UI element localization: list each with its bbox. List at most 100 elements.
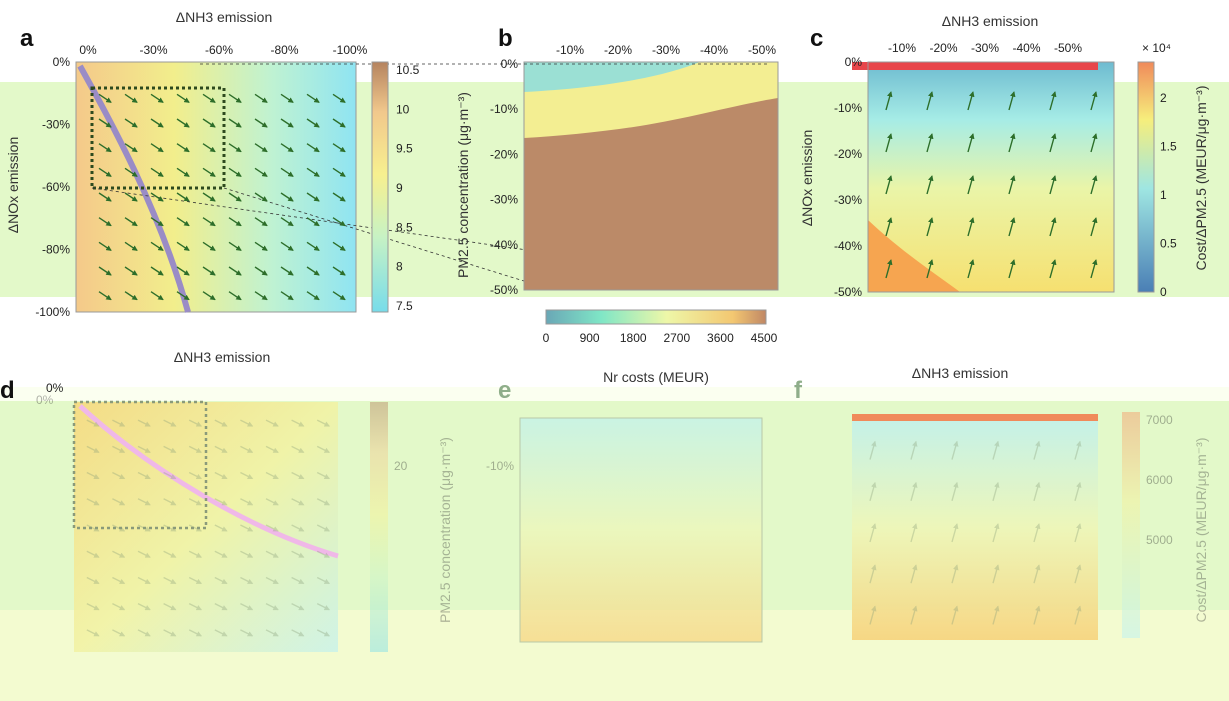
arrowsF-arrow-0	[869, 440, 877, 460]
panel-label-c: c	[810, 25, 823, 52]
arrowsD-arrow-31	[112, 498, 126, 506]
arrowsF-arrow-6	[869, 481, 877, 501]
panel-b-colorbar-ticks: 0 900 1800 2700 3600 4500	[543, 331, 778, 345]
arrowsC-arrow-6	[885, 133, 893, 153]
arrowsF-arrow-20	[951, 564, 959, 584]
arrowsA-arrow-29	[332, 143, 346, 153]
arrowsA-arrow-4	[202, 93, 216, 103]
arrowsD-arrow-4	[188, 419, 203, 427]
arrowsF-arrow-15	[992, 523, 1000, 543]
arrowsF-arrow-21	[992, 564, 1000, 584]
arrowsD-arrow-64	[188, 576, 203, 585]
panel-a-x-tick-2: -60%	[205, 43, 233, 57]
arrowsA-arrow-61	[124, 241, 138, 251]
arrowsD-arrow-43	[163, 524, 177, 532]
panel-f-colorbar	[1122, 412, 1140, 638]
arrowsF-arrow-26	[951, 605, 959, 625]
arrowsF-arrow-29	[1074, 605, 1082, 625]
panel-c-x-tick-1: -20%	[929, 41, 957, 55]
arrowsA-arrow-86	[254, 291, 268, 301]
arrowsA-arrow-68	[306, 241, 320, 251]
arrowsC-arrow-8	[967, 133, 975, 153]
panel-e-heatmap	[520, 418, 762, 642]
arrowsA-arrow-75	[228, 266, 242, 276]
panel-b-x-tick-2: -30%	[652, 43, 680, 57]
arrowsF-arrow-17	[1074, 523, 1082, 543]
panel-c-high-cost-region	[868, 220, 960, 292]
panel-c-colorbar-tick-2: 1	[1160, 188, 1167, 202]
arrowsA-arrow-17	[280, 118, 294, 128]
panel-b-y-ticks: 0% -10% -20% -30% -40% -50%	[490, 57, 518, 297]
panel-f: f ΔNH3 emission 7000 6000 5000 Cost/ΔPM2.5…	[794, 365, 1209, 640]
arrowsD-arrow-2	[137, 419, 151, 427]
arrowsA-arrow-15	[228, 118, 242, 128]
panel-c-y-tick-5: -50%	[834, 285, 862, 299]
arrowsA-arrow-38	[306, 167, 320, 177]
arrowsD-arrow-60	[86, 576, 100, 585]
arrowsA-arrow-5	[228, 93, 242, 103]
panel-a-colorbar-tick-1: 10	[396, 102, 410, 116]
arrowsC-arrow-5	[1090, 91, 1098, 111]
arrowsA-arrow-53	[176, 217, 190, 227]
panel-c-y-ticks: 0% -10% -20% -30% -40% -50%	[834, 55, 862, 299]
arrowsD-arrow-12	[137, 445, 151, 453]
panel-a-colorbar-tick-4: 8.5	[396, 220, 413, 234]
arrowsD-arrow-81	[112, 629, 126, 637]
arrowsA-arrow-62	[150, 241, 164, 251]
arrowsA-arrow-42	[150, 192, 164, 202]
arrowsD-arrow-83	[163, 629, 177, 637]
arrowsD-arrow-3	[163, 419, 177, 427]
arrowsD-arrow-15	[214, 445, 228, 453]
arrowsA-arrow-66	[254, 241, 268, 251]
arrowsA-arrow-85	[228, 291, 242, 301]
arrowsC-arrow-23	[1090, 217, 1098, 237]
arrowsA-arrow-7	[280, 93, 294, 103]
panel-e-y-tick: -10%	[486, 459, 514, 473]
arrowsD-arrow-27	[265, 471, 279, 480]
arrowsA-arrow-77	[280, 266, 294, 276]
arrowsD-arrow-78	[291, 603, 305, 611]
arrowsD-arrow-67	[265, 576, 279, 585]
arrowsD-arrow-29	[316, 471, 331, 480]
panel-c: c ΔNH3 emission -10% -20% -30% -40% -50% 0% -…	[799, 13, 1209, 299]
panel-c-x-tick-0: -10%	[888, 41, 916, 55]
arrowsD-arrow-9	[316, 419, 331, 427]
arrowsF-arrow-23	[1074, 564, 1082, 584]
arrowsD-arrow-25	[214, 471, 228, 480]
arrowsA-arrow-52	[150, 217, 164, 227]
panel-a-x-tick-3: -80%	[270, 43, 298, 57]
arrowsA-arrow-14	[202, 118, 216, 128]
arrowsA-arrow-41	[124, 192, 138, 202]
arrowsA-arrow-47	[280, 192, 294, 202]
panel-b-y-tick-0: 0%	[501, 57, 519, 71]
arrowsC-arrow-20	[967, 217, 975, 237]
arrowsA-arrow-13	[176, 118, 190, 128]
arrowsA-arrow-64	[202, 241, 216, 251]
arrowsD-arrow-58	[291, 550, 305, 558]
panel-d-colorbar	[370, 402, 388, 652]
arrowsD-arrow-23	[163, 471, 177, 480]
arrowsD-arrow-71	[112, 603, 126, 611]
arrowsA-arrow-63	[176, 241, 190, 251]
arrowsD-arrow-41	[112, 524, 126, 532]
panel-a-x-tick-1: -30%	[139, 43, 167, 57]
panel-label-e: e	[498, 377, 511, 404]
panel-f-colorbar-label: Cost/ΔPM2.5 (MEUR/μg·m⁻³)	[1193, 437, 1209, 622]
arrowsA-arrow-89	[332, 291, 346, 301]
arrowsC-arrow-19	[926, 217, 934, 237]
panel-c-xlabel: ΔNH3 emission	[942, 13, 1039, 29]
arrowsA-arrow-35	[228, 167, 242, 177]
arrowsA-arrow-65	[228, 241, 242, 251]
arrowsD-arrow-56	[240, 550, 254, 558]
arrowsA-arrow-11	[124, 118, 138, 128]
arrowsA-arrow-31	[124, 167, 138, 177]
panel-c-colorbar-tick-3: 0.5	[1160, 237, 1177, 251]
arrowsD-arrow-39	[316, 498, 331, 506]
arrowsA-arrow-71	[124, 266, 138, 276]
arrowsC-arrow-2	[967, 91, 975, 111]
arrowsD-arrow-40	[86, 524, 100, 532]
arrowsA-arrow-32	[150, 167, 164, 177]
arrowsD-arrow-45	[214, 524, 228, 532]
arrowsC-arrow-7	[926, 133, 934, 153]
arrowsD-arrow-80	[86, 629, 100, 637]
